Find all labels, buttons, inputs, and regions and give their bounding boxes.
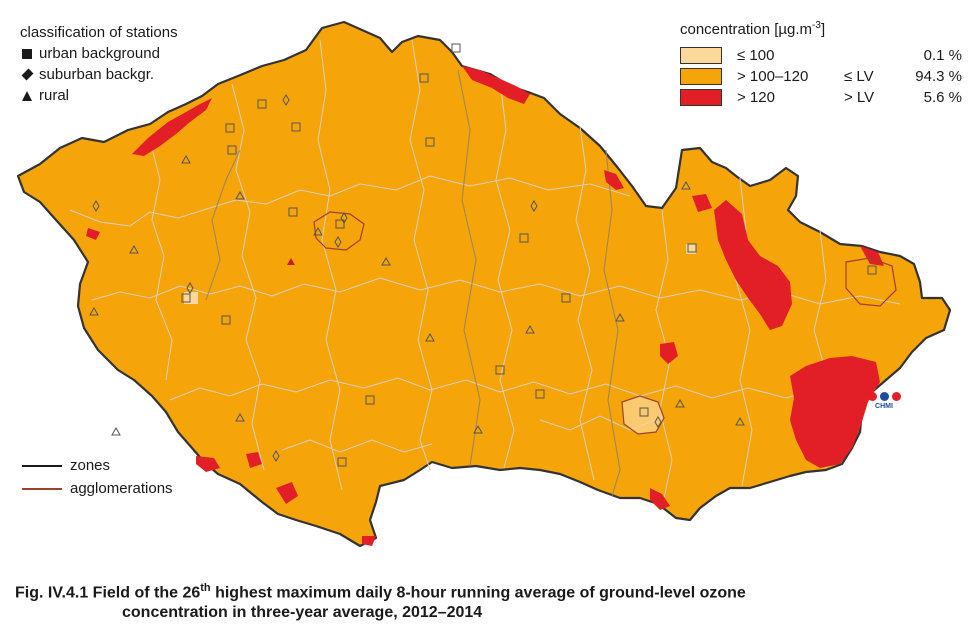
agglomerations [313, 211, 897, 435]
class-percent: 5.6 % [923, 89, 962, 106]
urban-station-marker [337, 457, 347, 467]
rural-station-marker [425, 332, 435, 342]
rural-station-marker [287, 258, 295, 265]
logo-mark-icon [866, 392, 902, 401]
station-legend-title: classification of stations [20, 24, 178, 41]
rural-station-marker [235, 412, 245, 422]
triangle-icon [20, 90, 34, 101]
chmi-logo: CHMI [866, 392, 902, 410]
class-range: ≤ 100 [737, 47, 775, 64]
suburban-station-marker [654, 416, 662, 428]
urban-station-marker [181, 293, 191, 303]
urban-station-marker [288, 207, 298, 217]
zone-boundaries [205, 69, 621, 497]
urban-station-marker [425, 137, 435, 147]
suburban-station-marker [340, 212, 348, 224]
class-lv: > LV [844, 89, 875, 106]
rural-station-marker [313, 226, 323, 236]
swatch-high [680, 89, 722, 106]
rural-station-marker [675, 398, 685, 408]
suburban-station-marker [334, 236, 342, 248]
urban-station-marker [221, 315, 231, 325]
legend-rural: rural [20, 85, 178, 106]
suburban-station-marker [282, 94, 290, 106]
legend-agglomerations: agglomerations [22, 477, 173, 500]
urban-station-marker [257, 99, 267, 109]
high-ozone-areas [86, 66, 884, 546]
agglomeration-brno [621, 395, 665, 435]
diamond-icon [20, 68, 34, 81]
swatch-mid [680, 68, 722, 85]
legend-label: urban background [39, 45, 160, 62]
urban-station-marker [227, 145, 237, 155]
rural-station-marker [89, 306, 99, 316]
legend-zones: zones [22, 454, 173, 477]
station-classification-legend: classification of stations urban backgro… [20, 22, 178, 106]
agglomeration-line-icon [22, 487, 62, 490]
urban-station-marker [335, 219, 345, 229]
rural-station-marker [473, 424, 483, 434]
low-ozone-areas [184, 244, 696, 304]
class-range: > 120 [737, 89, 775, 106]
concentration-class-high: > 120 > LV 5.6 % [680, 88, 962, 109]
caption-line-2: concentration in three-year average, 201… [122, 604, 483, 622]
rural-station-marker [525, 324, 535, 334]
urban-station-marker [365, 395, 375, 405]
logo-text: CHMI [875, 403, 893, 410]
rural-station-marker [381, 256, 391, 266]
urban-station-marker [291, 122, 301, 132]
urban-station-marker [225, 123, 235, 133]
legend-label: suburban backgr. [39, 66, 155, 83]
suburban-station-marker [186, 282, 194, 294]
concentration-legend: concentration [µg.m-3] ≤ 100 0.1 % > 100… [680, 16, 962, 109]
caption-line-1: Fig. IV.4.1 Field of the 26th highest ma… [15, 582, 746, 602]
urban-station-marker [561, 293, 571, 303]
class-range: > 100–120 [737, 68, 809, 85]
legend-label: rural [39, 87, 70, 104]
boundary-legend: zones agglomerations [22, 454, 173, 500]
rural-station-marker [615, 312, 625, 322]
legend-urban-background: urban background [20, 43, 178, 64]
square-icon [20, 48, 34, 59]
urban-station-marker [495, 365, 505, 375]
urban-station-marker [451, 43, 461, 53]
concentration-class-low: ≤ 100 0.1 % [680, 46, 962, 67]
concentration-class-mid: > 100–120 ≤ LV 94.3 % [680, 67, 962, 88]
agglomeration-ostrava [845, 257, 897, 307]
suburban-station-marker [92, 200, 100, 212]
class-percent: 0.1 % [923, 47, 962, 64]
urban-station-marker [535, 389, 545, 399]
figure-caption: Fig. IV.4.1 Field of the 26th highest ma… [15, 578, 746, 623]
legend-suburban-background: suburban backgr. [20, 64, 178, 85]
rural-station-marker [181, 154, 191, 164]
country-area [16, 20, 952, 548]
rural-station-marker [111, 426, 121, 436]
legend-label: agglomerations [70, 480, 173, 497]
rural-station-marker [129, 244, 139, 254]
rural-station-marker [681, 180, 691, 190]
urban-station-marker [867, 265, 877, 275]
zone-line-icon [22, 464, 62, 467]
station-markers [89, 43, 877, 467]
district-boundaries [69, 39, 901, 509]
urban-station-marker [639, 407, 649, 417]
urban-station-marker [687, 243, 697, 253]
urban-station-marker [419, 73, 429, 83]
concentration-legend-title: concentration [µg.m-3] [680, 20, 826, 38]
legend-label: zones [70, 457, 111, 474]
suburban-station-marker [272, 450, 280, 462]
agglomeration-prague [313, 211, 365, 251]
suburban-station-marker [530, 200, 538, 212]
class-percent: 94.3 % [915, 68, 962, 85]
urban-station-marker [519, 233, 529, 243]
swatch-low [680, 47, 722, 64]
rural-station-marker [235, 190, 245, 200]
rural-station-marker [735, 416, 745, 426]
class-lv: ≤ LV [844, 68, 874, 85]
